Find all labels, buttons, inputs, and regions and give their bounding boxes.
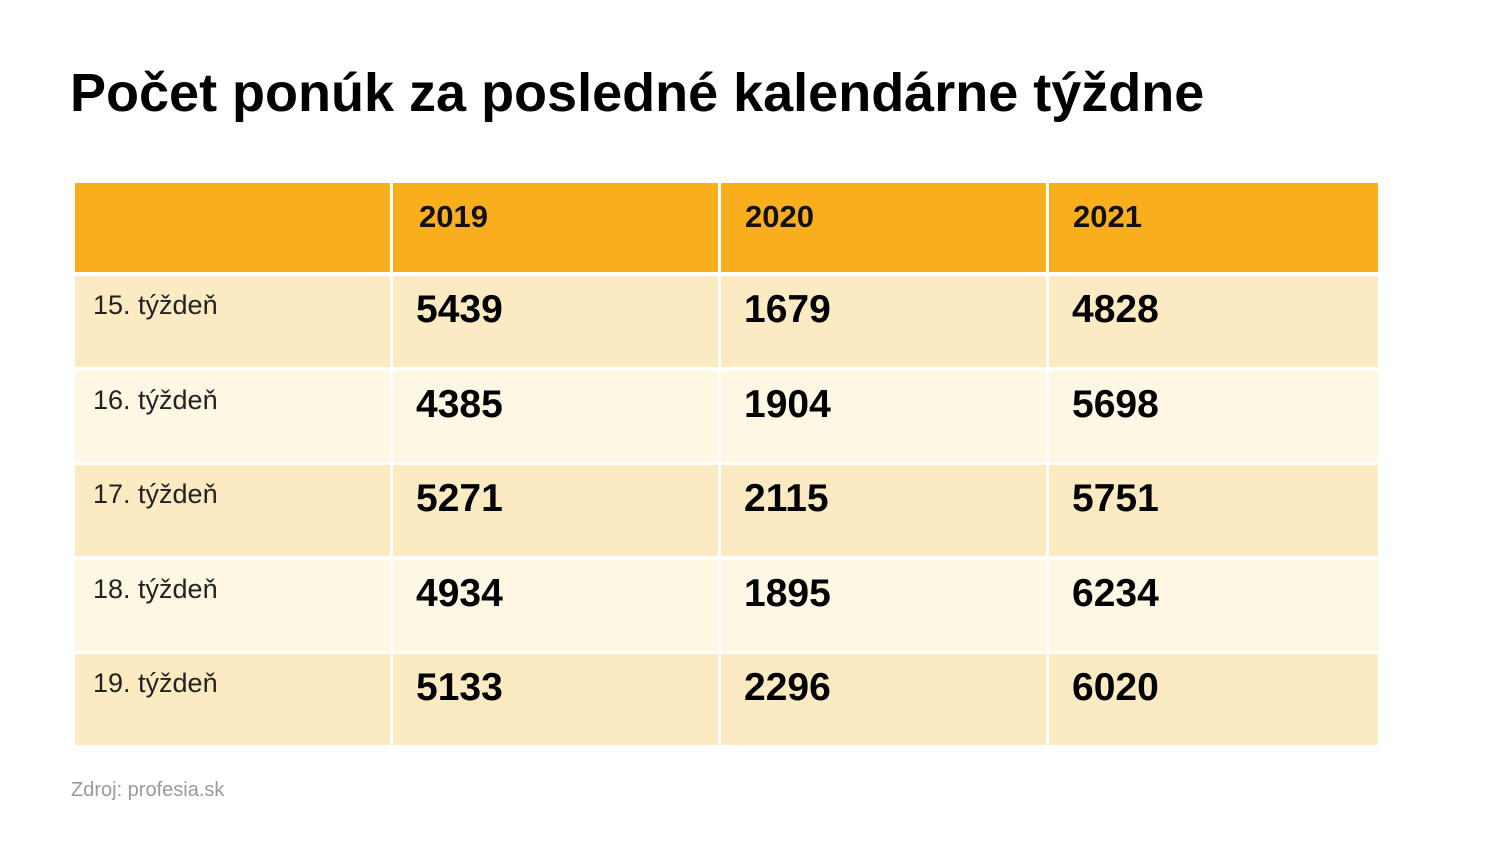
value: 4828	[1072, 288, 1159, 331]
value: 1679	[744, 288, 831, 331]
table-cell	[1049, 654, 1378, 745]
table-cell	[721, 654, 1046, 745]
value: 4934	[416, 571, 503, 615]
column-header: 2019	[419, 199, 488, 234]
table-cell	[393, 465, 718, 556]
row-label: 19. týždeň	[93, 668, 218, 698]
header-cell	[75, 183, 390, 272]
value: 4385	[416, 382, 503, 426]
value: 5751	[1072, 477, 1159, 520]
table-cell	[75, 654, 390, 745]
row-label: 18. týždeň	[93, 573, 218, 604]
table-cell	[1049, 370, 1378, 462]
header-cell	[721, 183, 1046, 272]
column-header: 2020	[745, 199, 814, 234]
title: Počet ponúk za posledné kalendárne týždn…	[70, 63, 1205, 123]
table-cell	[75, 465, 390, 556]
value: 1904	[744, 382, 831, 426]
table-cell	[393, 559, 718, 651]
table-cell	[721, 465, 1046, 556]
table-cell	[1049, 276, 1378, 367]
table-cell	[75, 559, 390, 651]
row-label: 17. týždeň	[93, 479, 218, 509]
table-cell	[721, 559, 1046, 651]
row-label: 16. týždeň	[93, 384, 218, 415]
table-cell	[1049, 559, 1378, 651]
value: 6234	[1072, 571, 1159, 615]
value: 5133	[416, 666, 503, 709]
table-cell	[75, 370, 390, 462]
table-cell	[393, 654, 718, 745]
value: 1895	[744, 571, 831, 615]
column-header: 2021	[1073, 199, 1142, 234]
table-cell	[721, 276, 1046, 367]
table-cell	[721, 370, 1046, 462]
value: 2296	[744, 666, 831, 709]
table-cell	[75, 276, 390, 367]
header-cell	[393, 183, 718, 272]
value: 5698	[1072, 382, 1159, 426]
value: 6020	[1072, 666, 1159, 709]
value: 5271	[416, 477, 503, 520]
table-cell	[1049, 465, 1378, 556]
row-label: 15. týždeň	[93, 290, 218, 320]
table-cell	[393, 276, 718, 367]
header-cell	[1049, 183, 1378, 272]
value: 5439	[416, 288, 503, 331]
value: 2115	[744, 477, 829, 520]
source: Zdroj: profesia.sk	[71, 779, 225, 801]
table-cell	[393, 370, 718, 462]
